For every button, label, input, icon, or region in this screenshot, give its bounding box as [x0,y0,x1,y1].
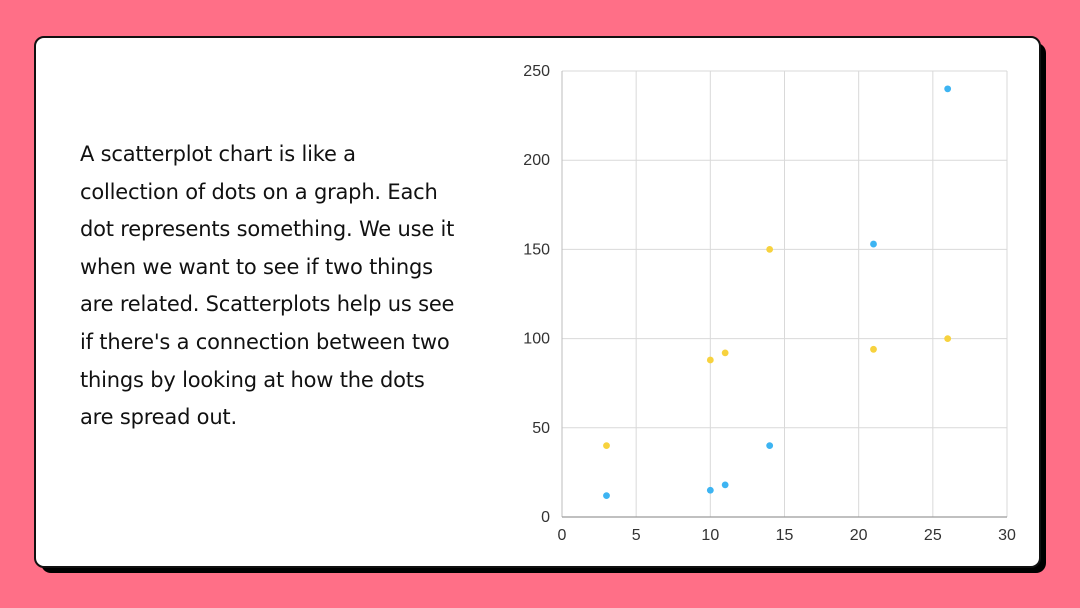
grid-lines [562,70,1008,517]
tick-labels: 0 5 10 15 20 25 30 0 50 100 150 200 250 [523,63,1016,544]
y-tick-label-250: 250 [523,63,550,80]
y-tick-label-50: 50 [532,420,550,437]
x-tick-label-15: 15 [776,527,794,544]
x-tick-label-5: 5 [632,527,641,544]
data-point-series2-3 [721,349,729,357]
description-text: A scatterplot chart is like a collection… [80,142,455,430]
axes [561,71,1007,518]
data-point-series1-4 [766,442,774,450]
x-tick-label-20: 20 [850,527,868,544]
data-point-series2-6 [944,335,952,342]
scatter-chart: 0 5 10 15 20 25 30 0 50 100 150 200 250 [500,56,1030,550]
data-point-series2-5 [870,345,877,353]
x-tick-label-25: 25 [924,527,942,544]
data-point-series1-1 [603,492,610,499]
data-point-series2-2 [706,356,714,364]
data-point-series1-3 [721,481,729,489]
data-point-series1-5 [870,240,877,248]
content-card [34,36,1041,568]
y-tick-label-100: 100 [523,331,550,348]
y-tick-label-0: 0 [541,509,550,526]
y-tick-label-150: 150 [523,241,550,258]
data-point-series2-4 [766,246,774,253]
y-tick-label-200: 200 [523,152,550,169]
scatter-chart-svg: 0 5 10 15 20 25 30 0 50 100 150 200 250 [523,63,1016,544]
x-tick-label-0: 0 [558,527,567,544]
x-tick-label-10: 10 [701,527,719,544]
data-point-series2-1 [603,442,610,450]
data-point-series1-2 [706,486,714,494]
data-point-series1-6 [944,85,952,93]
x-tick-label-30: 30 [998,527,1016,544]
data-points [603,85,952,499]
